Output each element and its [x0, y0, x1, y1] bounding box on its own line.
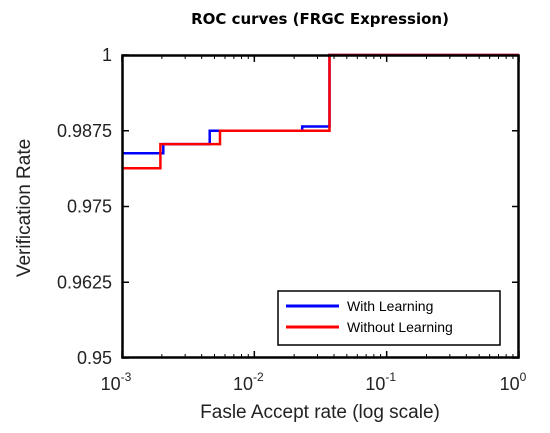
x-tick-exponent: -3	[121, 370, 132, 384]
x-tick-exponent: -1	[385, 370, 396, 384]
x-tick-base: 10	[365, 374, 385, 394]
y-tick-label: 0.975	[67, 197, 112, 217]
x-tick-label: 10-1	[365, 370, 396, 394]
x-tick-label: 100	[500, 370, 527, 394]
y-axis-label: Verification Rate	[14, 139, 35, 277]
x-tick-base: 10	[101, 374, 121, 394]
x-tick-label: 10-3	[101, 370, 132, 394]
y-tick-label: 0.95	[77, 348, 112, 368]
x-tick-exponent: -2	[253, 370, 264, 384]
y-tick-label: 0.9625	[57, 272, 112, 292]
series-line-with-learning	[122, 53, 519, 155]
legend-box	[277, 290, 501, 346]
legend-label-with-learning: With Learning	[347, 298, 433, 314]
x-tick-base: 10	[233, 374, 253, 394]
x-tick-label: 10-2	[233, 370, 264, 394]
x-axis-label: Fasle Accept rate (log scale)	[200, 402, 440, 423]
chart-title: ROC curves (FRGC Expression)	[191, 10, 449, 28]
y-tick-label: 1	[102, 45, 112, 65]
x-tick-base: 10	[500, 374, 520, 394]
legend-label-without-learning: Without Learning	[347, 319, 453, 335]
plot-area-frame	[121, 54, 520, 359]
series-line-without-learning	[122, 53, 519, 170]
x-tick-exponent: 0	[520, 370, 527, 384]
y-tick-label: 0.9875	[57, 121, 112, 141]
legend: With Learning Without Learning	[277, 290, 501, 346]
